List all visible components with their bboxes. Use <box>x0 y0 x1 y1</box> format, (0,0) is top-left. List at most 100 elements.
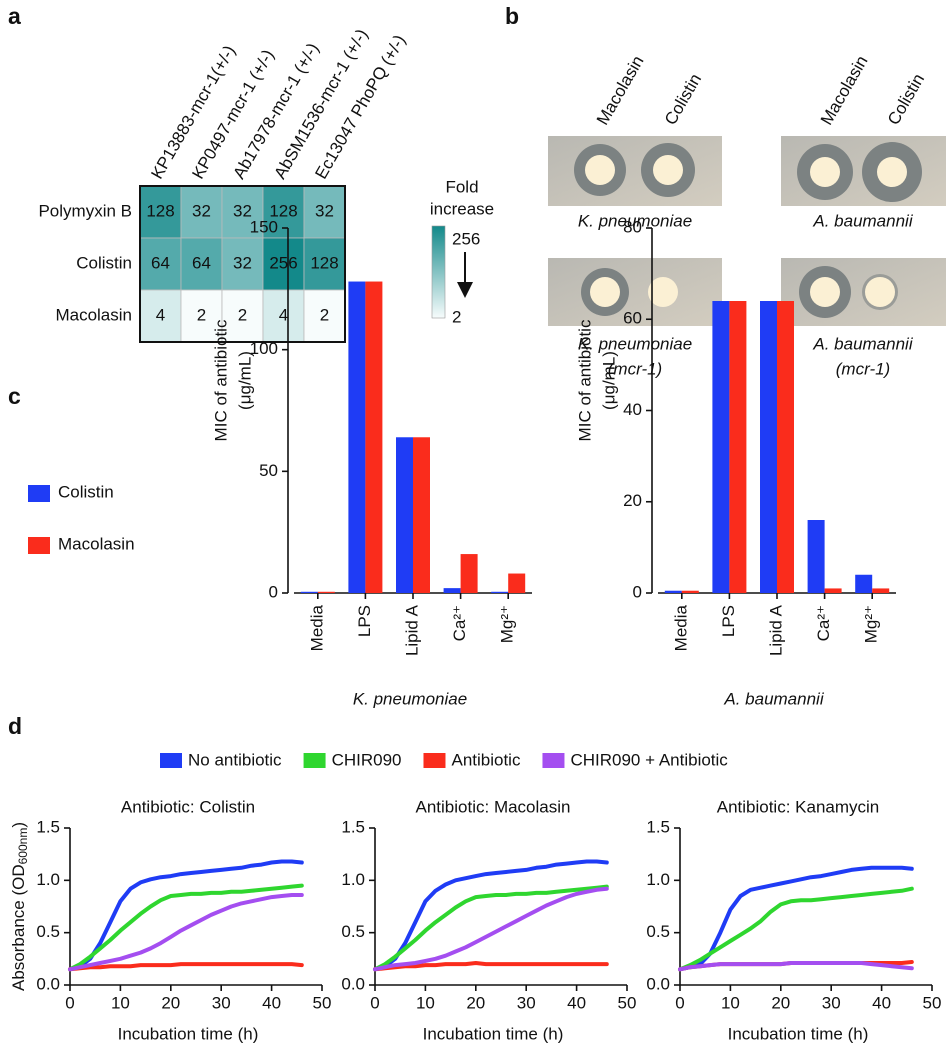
bar <box>413 437 430 593</box>
bar <box>824 588 842 593</box>
cell-value: 128 <box>146 201 174 220</box>
plate-label: (mcr-1) <box>608 359 662 378</box>
plate-label: A. baumannii <box>812 211 913 230</box>
y-axis-label: (μg/mL) <box>235 351 254 410</box>
y-tick-label: 0.5 <box>646 922 670 941</box>
x-tick-label: 0 <box>65 993 74 1012</box>
bar <box>396 437 413 593</box>
x-tick-label: Mg²⁺ <box>862 605 881 643</box>
cell-value: 2 <box>238 305 247 324</box>
x-tick-label: LPS <box>719 605 738 637</box>
x-tick-label: Lipid A <box>402 604 421 656</box>
x-tick-label: 0 <box>675 993 684 1012</box>
y-tick-label: 0 <box>633 582 642 601</box>
bar <box>365 281 383 593</box>
row-label: Polymyxin B <box>38 201 132 220</box>
bar <box>729 301 747 593</box>
plate-photos <box>548 136 946 326</box>
y-tick-label: 1.5 <box>341 817 365 836</box>
legend-label: No antibiotic <box>188 750 282 769</box>
heatmap-cell <box>180 237 223 291</box>
growth-curve <box>68 893 304 972</box>
bar <box>872 588 890 593</box>
y-tick-label: 150 <box>250 217 278 236</box>
heatmap-cell <box>139 289 182 343</box>
x-tick-label: Ca²⁺ <box>450 605 469 641</box>
row-label: Macolasin <box>55 305 132 324</box>
x-tick-label: 40 <box>872 993 891 1012</box>
panel-label: c <box>8 383 21 409</box>
growth-curve <box>373 884 609 972</box>
x-tick-label: 40 <box>262 993 281 1012</box>
cell-value: 4 <box>156 305 165 324</box>
x-axis-label: Incubation time (h) <box>118 1024 259 1043</box>
heatmap-cell <box>180 289 223 343</box>
growth-curve <box>373 961 609 972</box>
y-axis-label: MIC of antibiotic <box>575 319 594 441</box>
bar <box>664 590 682 593</box>
y-tick-label: 0.5 <box>341 922 365 941</box>
legend-label: CHIR090 + Antibiotic <box>570 750 728 769</box>
cell-value: 32 <box>233 253 252 272</box>
legend-swatch <box>28 537 50 554</box>
bar <box>855 574 873 593</box>
row-label: Colistin <box>76 253 132 272</box>
x-tick-label: 30 <box>212 993 231 1012</box>
x-tick-label: 50 <box>313 993 332 1012</box>
heatmap-cell <box>139 185 182 239</box>
legend-swatch <box>542 753 565 768</box>
y-axis-label: Absorbance (OD600nm) <box>9 822 30 991</box>
growth-curve <box>678 886 914 972</box>
bar <box>777 301 794 593</box>
plate-label: K. pneumoniae <box>578 211 692 230</box>
y-tick-label: 60 <box>623 309 642 328</box>
y-axis-label: MIC of antibiotic <box>211 319 230 441</box>
x-tick-label: 10 <box>721 993 740 1012</box>
column-header: Macolasin <box>593 52 648 128</box>
bar <box>491 591 509 593</box>
x-tick-label: Ca²⁺ <box>814 605 833 641</box>
y-axis-label-part: Absorbance (OD <box>9 864 28 991</box>
bar <box>712 301 730 593</box>
cell-value: 64 <box>151 253 170 272</box>
x-tick-label: 50 <box>923 993 942 1012</box>
bar <box>807 520 825 593</box>
colorbar-tick-label: 256 <box>452 229 480 248</box>
bar <box>300 591 318 593</box>
cell-value: 2 <box>197 305 206 324</box>
legend-swatch <box>28 485 50 502</box>
growth-curve <box>68 859 304 972</box>
x-tick-label: Mg²⁺ <box>498 605 517 643</box>
bar <box>348 281 366 593</box>
y-tick-label: 0.5 <box>36 922 60 941</box>
growth-curve <box>373 886 609 972</box>
column-header: Macolasin <box>817 52 872 128</box>
cell-value: 32 <box>315 201 334 220</box>
y-tick-label: 1.0 <box>36 870 60 889</box>
bar <box>317 591 335 593</box>
x-axis-label: A. baumannii <box>723 689 824 708</box>
heatmap-cell <box>303 185 346 239</box>
bar <box>760 301 777 593</box>
plate-label: (mcr-1) <box>836 359 890 378</box>
colorbar-tick-label: 2 <box>452 307 461 326</box>
legend-label: Macolasin <box>58 534 135 553</box>
y-tick-label: 0 <box>269 582 278 601</box>
plate-label: A. baumannii <box>812 334 913 353</box>
y-axis-label-part: 600nm <box>16 828 30 865</box>
y-tick-label: 1.5 <box>646 817 670 836</box>
heatmap-cell <box>303 289 346 343</box>
y-tick-label: 1.5 <box>36 817 60 836</box>
x-tick-label: 10 <box>416 993 435 1012</box>
legend-swatch <box>303 753 326 768</box>
y-tick-label: 0.0 <box>36 974 60 993</box>
colorbar-label: Fold <box>445 177 478 196</box>
bar <box>443 588 461 593</box>
growth-curve <box>373 859 609 972</box>
y-tick-label: 100 <box>250 339 278 358</box>
bar <box>508 573 526 593</box>
panel-label: b <box>505 3 519 29</box>
heatmap-cell <box>221 237 264 291</box>
x-axis-label: Incubation time (h) <box>728 1024 869 1043</box>
chart-title: Antibiotic: Colistin <box>121 797 255 816</box>
